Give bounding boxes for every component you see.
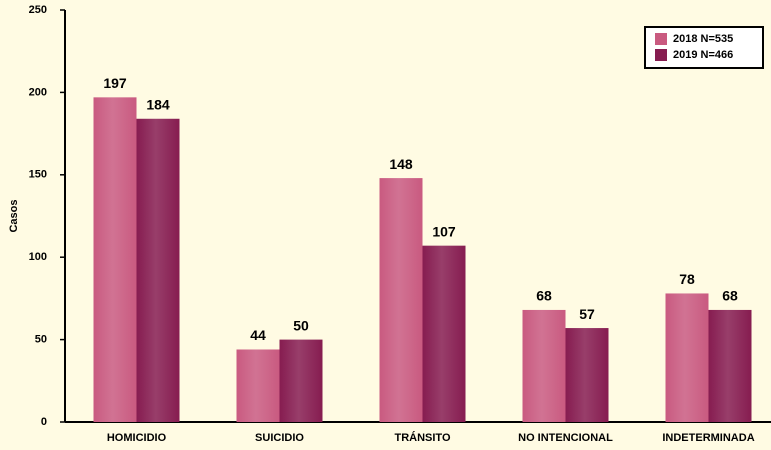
- bar: [279, 339, 323, 422]
- x-tick-label: HOMICIDIO: [107, 432, 167, 444]
- data-label: 197: [103, 75, 127, 91]
- bar: [379, 178, 423, 422]
- x-tick-label: TRÁNSITO: [394, 431, 450, 444]
- bar: [93, 97, 137, 423]
- legend-label: 2018 N=535: [673, 33, 733, 45]
- bar: [236, 349, 280, 422]
- y-tick-label: 100: [29, 251, 47, 263]
- x-tick-label: SUICIDIO: [255, 432, 304, 444]
- bar: [136, 118, 180, 422]
- data-label: 57: [579, 306, 595, 322]
- bar: [708, 309, 752, 422]
- x-tick-label: INDETERMINADA: [662, 432, 754, 444]
- data-label: 78: [679, 271, 695, 287]
- y-tick-label: 250: [29, 4, 47, 16]
- y-tick-label: 150: [29, 169, 47, 181]
- data-label: 68: [722, 288, 738, 304]
- data-label: 184: [146, 96, 170, 112]
- bar: [522, 309, 566, 422]
- y-tick-label: 0: [41, 416, 47, 428]
- y-axis-label: Casos: [8, 199, 20, 232]
- bar: [565, 328, 609, 422]
- data-label: 44: [250, 327, 266, 343]
- legend-swatch: [655, 49, 667, 61]
- legend-box: [644, 26, 764, 69]
- y-tick-label: 200: [29, 86, 47, 98]
- data-label: 68: [536, 288, 552, 304]
- bar: [665, 293, 709, 422]
- x-tick-label: NO INTENCIONAL: [518, 432, 613, 444]
- data-label: 50: [293, 317, 309, 333]
- y-tick-label: 50: [35, 334, 47, 346]
- data-label: 148: [389, 156, 413, 172]
- legend: 2018 N=535 2019 N=466: [644, 26, 764, 69]
- data-label: 107: [432, 223, 456, 239]
- legend-swatch: [655, 33, 667, 45]
- bar: [422, 245, 466, 422]
- legend-label: 2019 N=466: [673, 49, 733, 61]
